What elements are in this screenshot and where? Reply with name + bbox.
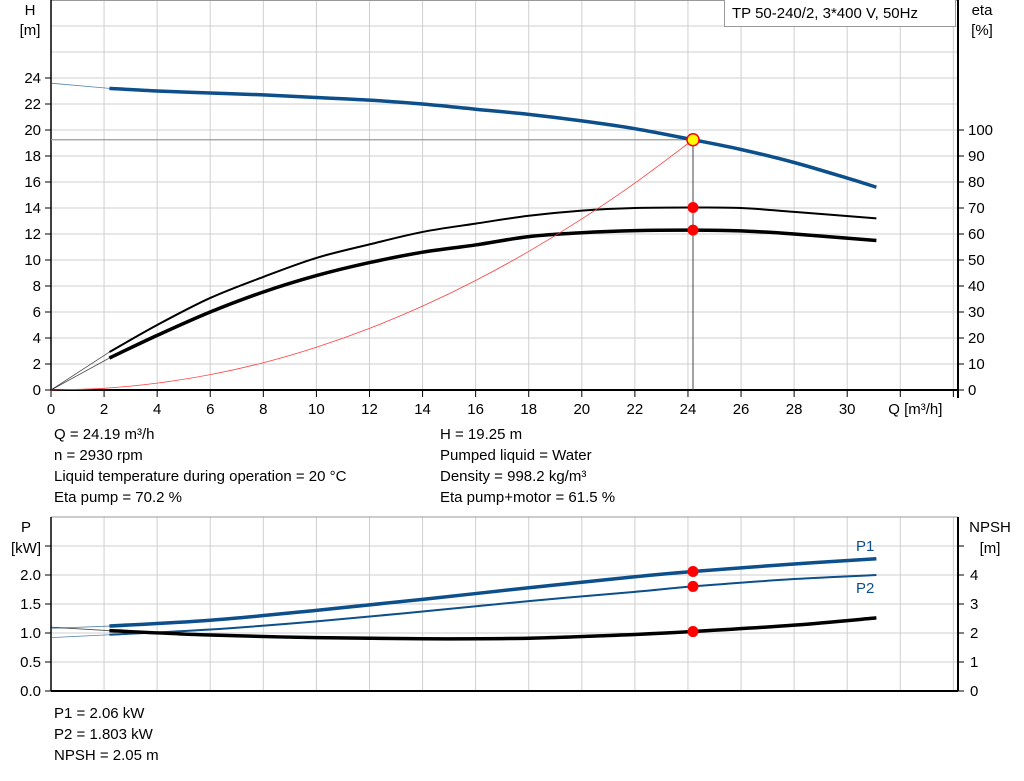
x-tick-label: 20 [573,401,590,418]
y-right-unit: [%] [971,22,993,39]
x-tick-label: 22 [627,401,644,418]
info-flow: Q = 24.19 m³/h [54,426,155,443]
y-left-tick-label: 2.0 [20,567,41,584]
info-npsh: NPSH = 2.05 m [54,747,159,764]
y-left-unit: [kW] [11,540,41,557]
y-left-tick-label: 2 [33,356,41,373]
info-head: H = 19.25 m [440,426,523,443]
y-right-tick-label: 90 [968,148,985,165]
pump-model-label: TP 50-240/2, 3*400 V, 50Hz [724,0,956,27]
y-right-tick-label: 70 [968,200,985,217]
curve-P1 [109,557,877,628]
y-right-tick-label: 80 [968,174,985,191]
info-bottom: P1 = 2.06 kW P2 = 1.803 kW NPSH = 2.05 m [54,703,159,766]
info-liquid-temperature: Liquid temperature during operation = 20… [54,468,347,485]
x-tick-label: 8 [259,401,267,418]
info-density: Density = 998.2 kg/m³ [440,468,587,485]
info-pumped-liquid: Pumped liquid = Water [440,447,592,464]
curve-eta_pump_motor-extension [50,357,110,391]
info-top-right: H = 19.25 m Pumped liquid = Water Densit… [440,424,615,508]
info-speed: n = 2930 rpm [54,447,143,464]
y-right-tick-label: 60 [968,226,985,243]
y-right-tick-label: 0 [968,382,976,399]
y-right-tick-label: 40 [968,278,985,295]
y-left-tick-label: 0.0 [20,683,41,700]
y-left-tick-label: 14 [24,200,41,217]
x-tick-label: 14 [414,401,431,418]
curve-eta_pump [108,206,877,353]
curve-system_curve [50,139,694,391]
x-tick-label: 24 [680,401,697,418]
y-right-tick-label: 100 [968,122,993,139]
y-left-tick-label: 4 [33,330,41,347]
y-right-tick-label: 10 [968,356,985,373]
p2-duty-point [687,580,699,592]
head-chart [45,0,964,398]
y-left-tick-label: 6 [33,304,41,321]
x-tick-label: 12 [361,401,378,418]
curve-NPSH [109,616,877,641]
y-left-tick-label: 20 [24,122,41,139]
curve-H-extension [50,82,110,89]
x-tick-label: 0 [47,401,55,418]
curve-P2-extension [50,634,110,639]
info-p1: P1 = 2.06 kW [54,705,145,722]
eta-pump-point [687,201,699,213]
info-top-left: Q = 24.19 m³/h n = 2930 rpm Liquid tempe… [54,424,346,508]
y-right-tick-label: 0 [970,683,978,700]
y-left-tick-label: 0.5 [20,654,41,671]
y-right-tick-label: 1 [970,654,978,671]
y-right-tick-label: 50 [968,252,985,269]
x-tick-label: 10 [308,401,325,418]
x-tick-label: 4 [153,401,161,418]
y-left-tick-label: 8 [33,278,41,295]
power-npsh-chart [45,516,964,692]
x-axis-label: Q [m³/h] [888,401,942,418]
y-right-tick-label: 3 [970,596,978,613]
x-tick-label: 6 [206,401,214,418]
x-tick-label: 28 [786,401,803,418]
y-right-tick-label: 20 [968,330,985,347]
y-left-label: H [25,2,36,19]
x-tick-label: 30 [839,401,856,418]
y-left-tick-label: 18 [24,148,41,165]
x-tick-label: 18 [520,401,537,418]
curve-eta_pump_motor [108,228,877,360]
x-tick-label: 16 [467,401,484,418]
curve-P2 [109,574,877,636]
y-left-label: P [21,519,31,536]
y-left-tick-label: 24 [24,70,41,87]
y-left-tick-label: 10 [24,252,41,269]
y-right-tick-label: 2 [970,625,978,642]
y-right-label: eta [972,2,994,19]
y-right-tick-label: 30 [968,304,985,321]
info-eta-pump: Eta pump = 70.2 % [54,489,182,506]
series-label-P1: P1 [856,538,874,555]
p1-duty-point [687,566,699,578]
y-right-tick-label: 4 [970,567,978,584]
curve-NPSH-extension [50,626,110,632]
y-left-tick-label: 1.0 [20,625,41,642]
info-p2: P2 = 1.803 kW [54,726,153,743]
y-left-tick-label: 0 [33,382,41,399]
y-right-label: NPSH [969,519,1011,536]
x-tick-label: 2 [100,401,108,418]
eta-pump-motor-point [687,224,699,236]
npsh-duty-point [687,626,699,638]
series-label-P2: P2 [856,580,874,597]
y-left-tick-label: 12 [24,226,41,243]
y-left-tick-label: 1.5 [20,596,41,613]
y-left-tick-label: 22 [24,96,41,113]
y-right-unit: [m] [980,540,1001,557]
info-eta-pump-motor: Eta pump+motor = 61.5 % [440,489,616,506]
curve-H [109,86,877,189]
x-tick-label: 26 [733,401,750,418]
y-left-unit: [m] [20,22,41,39]
y-left-tick-label: 16 [24,174,41,191]
duty-point-marker [686,133,700,147]
curve-eta_pump-extension [50,351,110,391]
